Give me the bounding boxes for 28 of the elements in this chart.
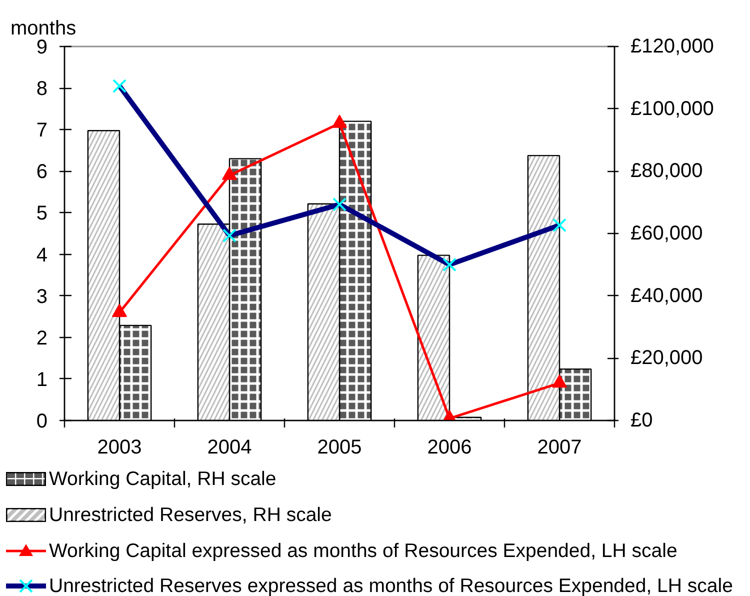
legend-label: Working Capital expressed as months of Resources Expended, LH scale: [49, 540, 678, 562]
y2-tick-label: £120,000: [630, 36, 714, 58]
y-tick-label: 9: [36, 36, 48, 58]
y2-tick-label: £40,000: [630, 284, 703, 307]
y-tick-label: 5: [36, 202, 48, 225]
y-tick-label: 0: [36, 410, 48, 432]
x-tick-label: 2004: [207, 436, 252, 458]
x-tick-label: 2007: [537, 436, 582, 458]
y-axis-title: months: [10, 18, 76, 40]
x-tick-label: 2006: [427, 436, 472, 458]
y-tick-label: 8: [36, 78, 48, 100]
y-tick-label: 7: [36, 120, 48, 142]
point: [552, 374, 567, 388]
y-tick-label: 6: [36, 161, 48, 184]
legend-label: Unrestricted Reserves, RH scale: [49, 504, 332, 526]
legend-label: Working Capital, RH scale: [49, 468, 276, 490]
point: [112, 304, 127, 317]
y2-tick-label: £20,000: [630, 347, 703, 370]
y2-tick-label: £100,000: [630, 98, 714, 120]
y-tick-label: 3: [36, 286, 48, 308]
y-tick-label: 4: [36, 244, 48, 266]
x-tick-label: 2005: [317, 436, 362, 458]
y2-tick-label: £0: [630, 410, 653, 432]
x-tick-label: 2003: [97, 436, 142, 458]
y-tick-label: 1: [36, 368, 48, 391]
y2-tick-label: £80,000: [630, 160, 703, 182]
y-tick-label: 2: [36, 327, 48, 350]
y2-tick-label: £60,000: [630, 222, 703, 244]
